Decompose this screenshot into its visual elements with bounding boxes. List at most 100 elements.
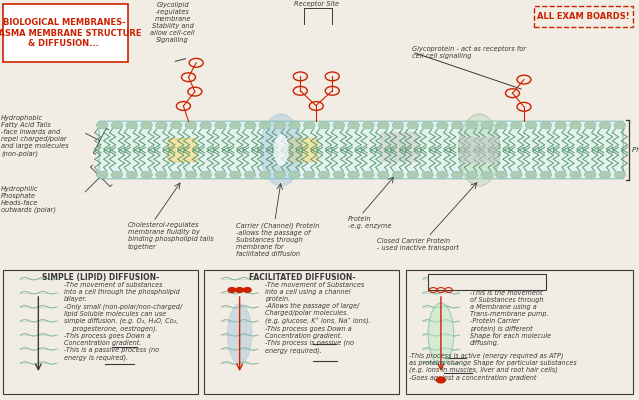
Text: Receptor Site: Receptor Site [294,1,339,7]
Circle shape [481,171,493,178]
Text: Glycolipid
-regulates
membrane
Stability and
allow cell-cell
Signalling: Glycolipid -regulates membrane Stability… [150,2,195,43]
Circle shape [185,122,197,129]
Circle shape [96,171,108,178]
Circle shape [363,122,374,129]
Text: FACILITATED DIFFUSION-: FACILITATED DIFFUSION- [249,273,355,282]
Circle shape [318,122,330,129]
Circle shape [392,122,404,129]
Circle shape [585,171,596,178]
Circle shape [333,122,344,129]
Circle shape [141,122,152,129]
Circle shape [555,171,566,178]
Circle shape [185,171,197,178]
Ellipse shape [261,114,302,186]
Circle shape [540,171,551,178]
FancyBboxPatch shape [289,138,318,162]
Circle shape [436,377,445,383]
Text: Glycoprotein - act as receptors for
cell-cell signalling: Glycoprotein - act as receptors for cell… [412,46,526,59]
Circle shape [451,171,463,178]
Ellipse shape [459,114,500,186]
Circle shape [585,122,596,129]
Circle shape [236,288,243,292]
Circle shape [141,171,152,178]
Circle shape [570,122,581,129]
Text: -This is the movement
of Substances through
a Membrane using a
Trans-membrane pu: -This is the movement of Substances thro… [470,290,551,346]
Text: Hydrophobic
Fatty Acid Tails
-face inwards and
repel charged/polar
and large mol: Hydrophobic Fatty Acid Tails -face inwar… [1,115,69,157]
Circle shape [243,288,251,292]
Circle shape [215,171,226,178]
Circle shape [422,171,433,178]
FancyBboxPatch shape [534,6,633,27]
Circle shape [259,122,271,129]
Circle shape [244,171,256,178]
Circle shape [304,122,315,129]
Circle shape [599,171,611,178]
Circle shape [215,122,226,129]
Circle shape [259,171,271,178]
Circle shape [378,171,389,178]
Circle shape [171,171,182,178]
Text: ALL EXAM BOARDS!: ALL EXAM BOARDS! [537,12,629,21]
Text: Closed Carrier Protein
- used inactive transport: Closed Carrier Protein - used inactive t… [377,238,459,251]
Circle shape [614,171,626,178]
Circle shape [200,171,212,178]
Circle shape [126,122,137,129]
Circle shape [481,122,493,129]
Text: ACTIVE TRANSPORT-: ACTIVE TRANSPORT- [443,278,532,286]
Circle shape [111,171,123,178]
Circle shape [126,171,137,178]
Circle shape [407,122,419,129]
Text: Protein
-e.g. enzyme: Protein -e.g. enzyme [348,216,392,229]
Text: SIMPLE (LIPID) DIFFUSION-: SIMPLE (LIPID) DIFFUSION- [42,273,159,282]
FancyBboxPatch shape [428,274,546,290]
Circle shape [540,122,551,129]
Circle shape [555,122,566,129]
Circle shape [511,171,522,178]
Circle shape [156,171,167,178]
Circle shape [111,122,123,129]
Text: -The movement of substances
into a cell through the phospholipid
bilayer.
-Only : -The movement of substances into a cell … [64,282,182,361]
Circle shape [451,122,463,129]
Circle shape [407,171,419,178]
FancyBboxPatch shape [460,137,498,163]
Circle shape [496,171,507,178]
FancyBboxPatch shape [3,4,128,62]
Ellipse shape [274,134,288,166]
Ellipse shape [227,304,252,364]
FancyBboxPatch shape [381,132,418,162]
Circle shape [570,171,581,178]
Text: Phospholipid Bilayer: Phospholipid Bilayer [632,147,639,153]
Circle shape [436,122,448,129]
Circle shape [363,171,374,178]
Circle shape [156,122,167,129]
Circle shape [466,122,478,129]
Circle shape [200,122,212,129]
FancyBboxPatch shape [168,138,196,162]
Circle shape [244,122,256,129]
FancyBboxPatch shape [3,270,198,394]
Circle shape [274,171,286,178]
Circle shape [96,122,108,129]
Circle shape [436,171,448,178]
Circle shape [422,122,433,129]
FancyBboxPatch shape [406,270,633,394]
Circle shape [599,122,611,129]
Circle shape [525,122,537,129]
Circle shape [229,122,241,129]
Circle shape [525,171,537,178]
FancyBboxPatch shape [99,121,623,179]
Ellipse shape [428,303,454,365]
Circle shape [496,122,507,129]
Circle shape [289,171,300,178]
Text: Hydrophilic
Phosphate
Heads-face
outwards (polar): Hydrophilic Phosphate Heads-face outward… [1,186,56,213]
Circle shape [466,171,478,178]
Circle shape [171,122,182,129]
FancyBboxPatch shape [204,270,399,394]
Circle shape [318,171,330,178]
Circle shape [274,122,286,129]
Text: -This process is active (energy required as ATP)
as proteins change Shape for pa: -This process is active (energy required… [409,352,576,380]
Circle shape [333,171,344,178]
Circle shape [348,171,359,178]
Circle shape [378,122,389,129]
Text: Carrier (Channel) Protein
-allows the passage of
Substances through
membrane for: Carrier (Channel) Protein -allows the pa… [236,222,320,257]
